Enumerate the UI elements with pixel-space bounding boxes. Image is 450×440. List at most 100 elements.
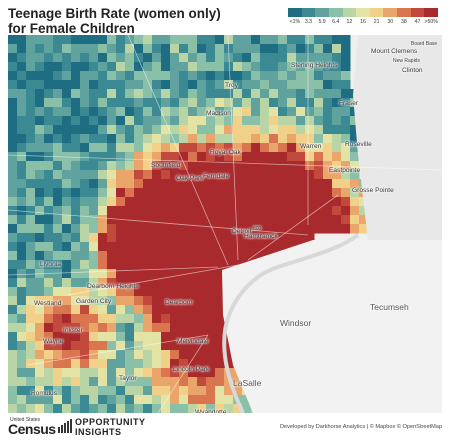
tract-cell[interactable] [152,107,162,117]
tract-cell[interactable] [233,161,243,171]
tract-cell[interactable] [89,341,99,351]
tract-cell[interactable] [62,197,72,207]
tract-cell[interactable] [89,323,99,333]
tract-cell[interactable] [71,242,81,252]
tract-cell[interactable] [26,305,36,315]
tract-cell[interactable] [242,125,252,135]
tract-cell[interactable] [89,359,99,369]
tract-cell[interactable] [152,260,162,270]
tract-cell[interactable] [314,152,324,162]
tract-cell[interactable] [233,143,243,153]
tract-cell[interactable] [341,71,351,81]
tract-cell[interactable] [233,206,243,216]
tract-cell[interactable] [26,377,36,387]
tract-cell[interactable] [116,278,126,288]
tract-cell[interactable] [332,35,342,45]
tract-cell[interactable] [170,152,180,162]
tract-cell[interactable] [53,179,63,189]
tract-cell[interactable] [98,44,108,54]
tract-cell[interactable] [53,98,63,108]
tract-cell[interactable] [143,215,153,225]
tract-cell[interactable] [332,179,342,189]
tract-cell[interactable] [116,71,126,81]
tract-cell[interactable] [71,206,81,216]
tract-cell[interactable] [107,350,117,360]
tract-cell[interactable] [62,260,72,270]
tract-cell[interactable] [206,287,216,297]
tract-cell[interactable] [44,80,54,90]
tract-cell[interactable] [206,314,216,324]
tract-cell[interactable] [98,386,108,396]
tract-cell[interactable] [134,188,144,198]
tract-cell[interactable] [152,80,162,90]
tract-cell[interactable] [206,242,216,252]
tract-cell[interactable] [170,62,180,72]
tract-cell[interactable] [170,242,180,252]
tract-cell[interactable] [233,107,243,117]
tract-cell[interactable] [35,98,45,108]
tract-cell[interactable] [35,251,45,261]
tract-cell[interactable] [107,314,117,324]
tract-cell[interactable] [341,143,351,153]
tract-cell[interactable] [116,224,126,234]
tract-cell[interactable] [89,80,99,90]
tract-cell[interactable] [278,134,288,144]
tract-cell[interactable] [179,143,189,153]
tract-cell[interactable] [53,386,63,396]
tract-cell[interactable] [125,368,135,378]
tract-cell[interactable] [62,134,72,144]
tract-cell[interactable] [17,377,27,387]
tract-cell[interactable] [242,89,252,99]
tract-cell[interactable] [314,134,324,144]
tract-cell[interactable] [188,269,198,279]
tract-cell[interactable] [188,251,198,261]
tract-cell[interactable] [350,206,360,216]
tract-cell[interactable] [107,53,117,63]
tract-cell[interactable] [53,125,63,135]
tract-cell[interactable] [251,233,261,243]
tract-cell[interactable] [44,71,54,81]
tract-cell[interactable] [71,395,81,405]
tract-cell[interactable] [116,188,126,198]
tract-cell[interactable] [260,206,270,216]
tract-cell[interactable] [287,89,297,99]
tract-cell[interactable] [107,395,117,405]
tract-cell[interactable] [44,359,54,369]
tract-cell[interactable] [206,53,216,63]
tract-cell[interactable] [161,242,171,252]
tract-cell[interactable] [161,188,171,198]
tract-cell[interactable] [80,278,90,288]
tract-cell[interactable] [17,323,27,333]
tract-cell[interactable] [251,98,261,108]
tract-cell[interactable] [278,215,288,225]
tract-cell[interactable] [134,224,144,234]
tract-cell[interactable] [98,269,108,279]
tract-cell[interactable] [125,98,135,108]
tract-cell[interactable] [134,53,144,63]
tract-cell[interactable] [152,404,162,413]
tract-cell[interactable] [197,152,207,162]
tract-cell[interactable] [161,170,171,180]
tract-cell[interactable] [125,350,135,360]
tract-cell[interactable] [314,170,324,180]
tract-cell[interactable] [143,152,153,162]
tract-cell[interactable] [143,251,153,261]
tract-cell[interactable] [71,314,81,324]
tract-cell[interactable] [233,188,243,198]
tract-cell[interactable] [206,107,216,117]
tract-cell[interactable] [215,116,225,126]
tract-cell[interactable] [323,224,333,234]
tract-cell[interactable] [170,368,180,378]
tract-cell[interactable] [71,35,81,45]
tract-cell[interactable] [188,224,198,234]
tract-cell[interactable] [80,260,90,270]
tract-cell[interactable] [8,386,18,396]
tract-cell[interactable] [242,206,252,216]
tract-cell[interactable] [89,287,99,297]
tract-cell[interactable] [26,215,36,225]
tract-cell[interactable] [98,368,108,378]
tract-cell[interactable] [152,296,162,306]
tract-cell[interactable] [170,386,180,396]
tract-cell[interactable] [296,53,306,63]
tract-cell[interactable] [8,170,18,180]
